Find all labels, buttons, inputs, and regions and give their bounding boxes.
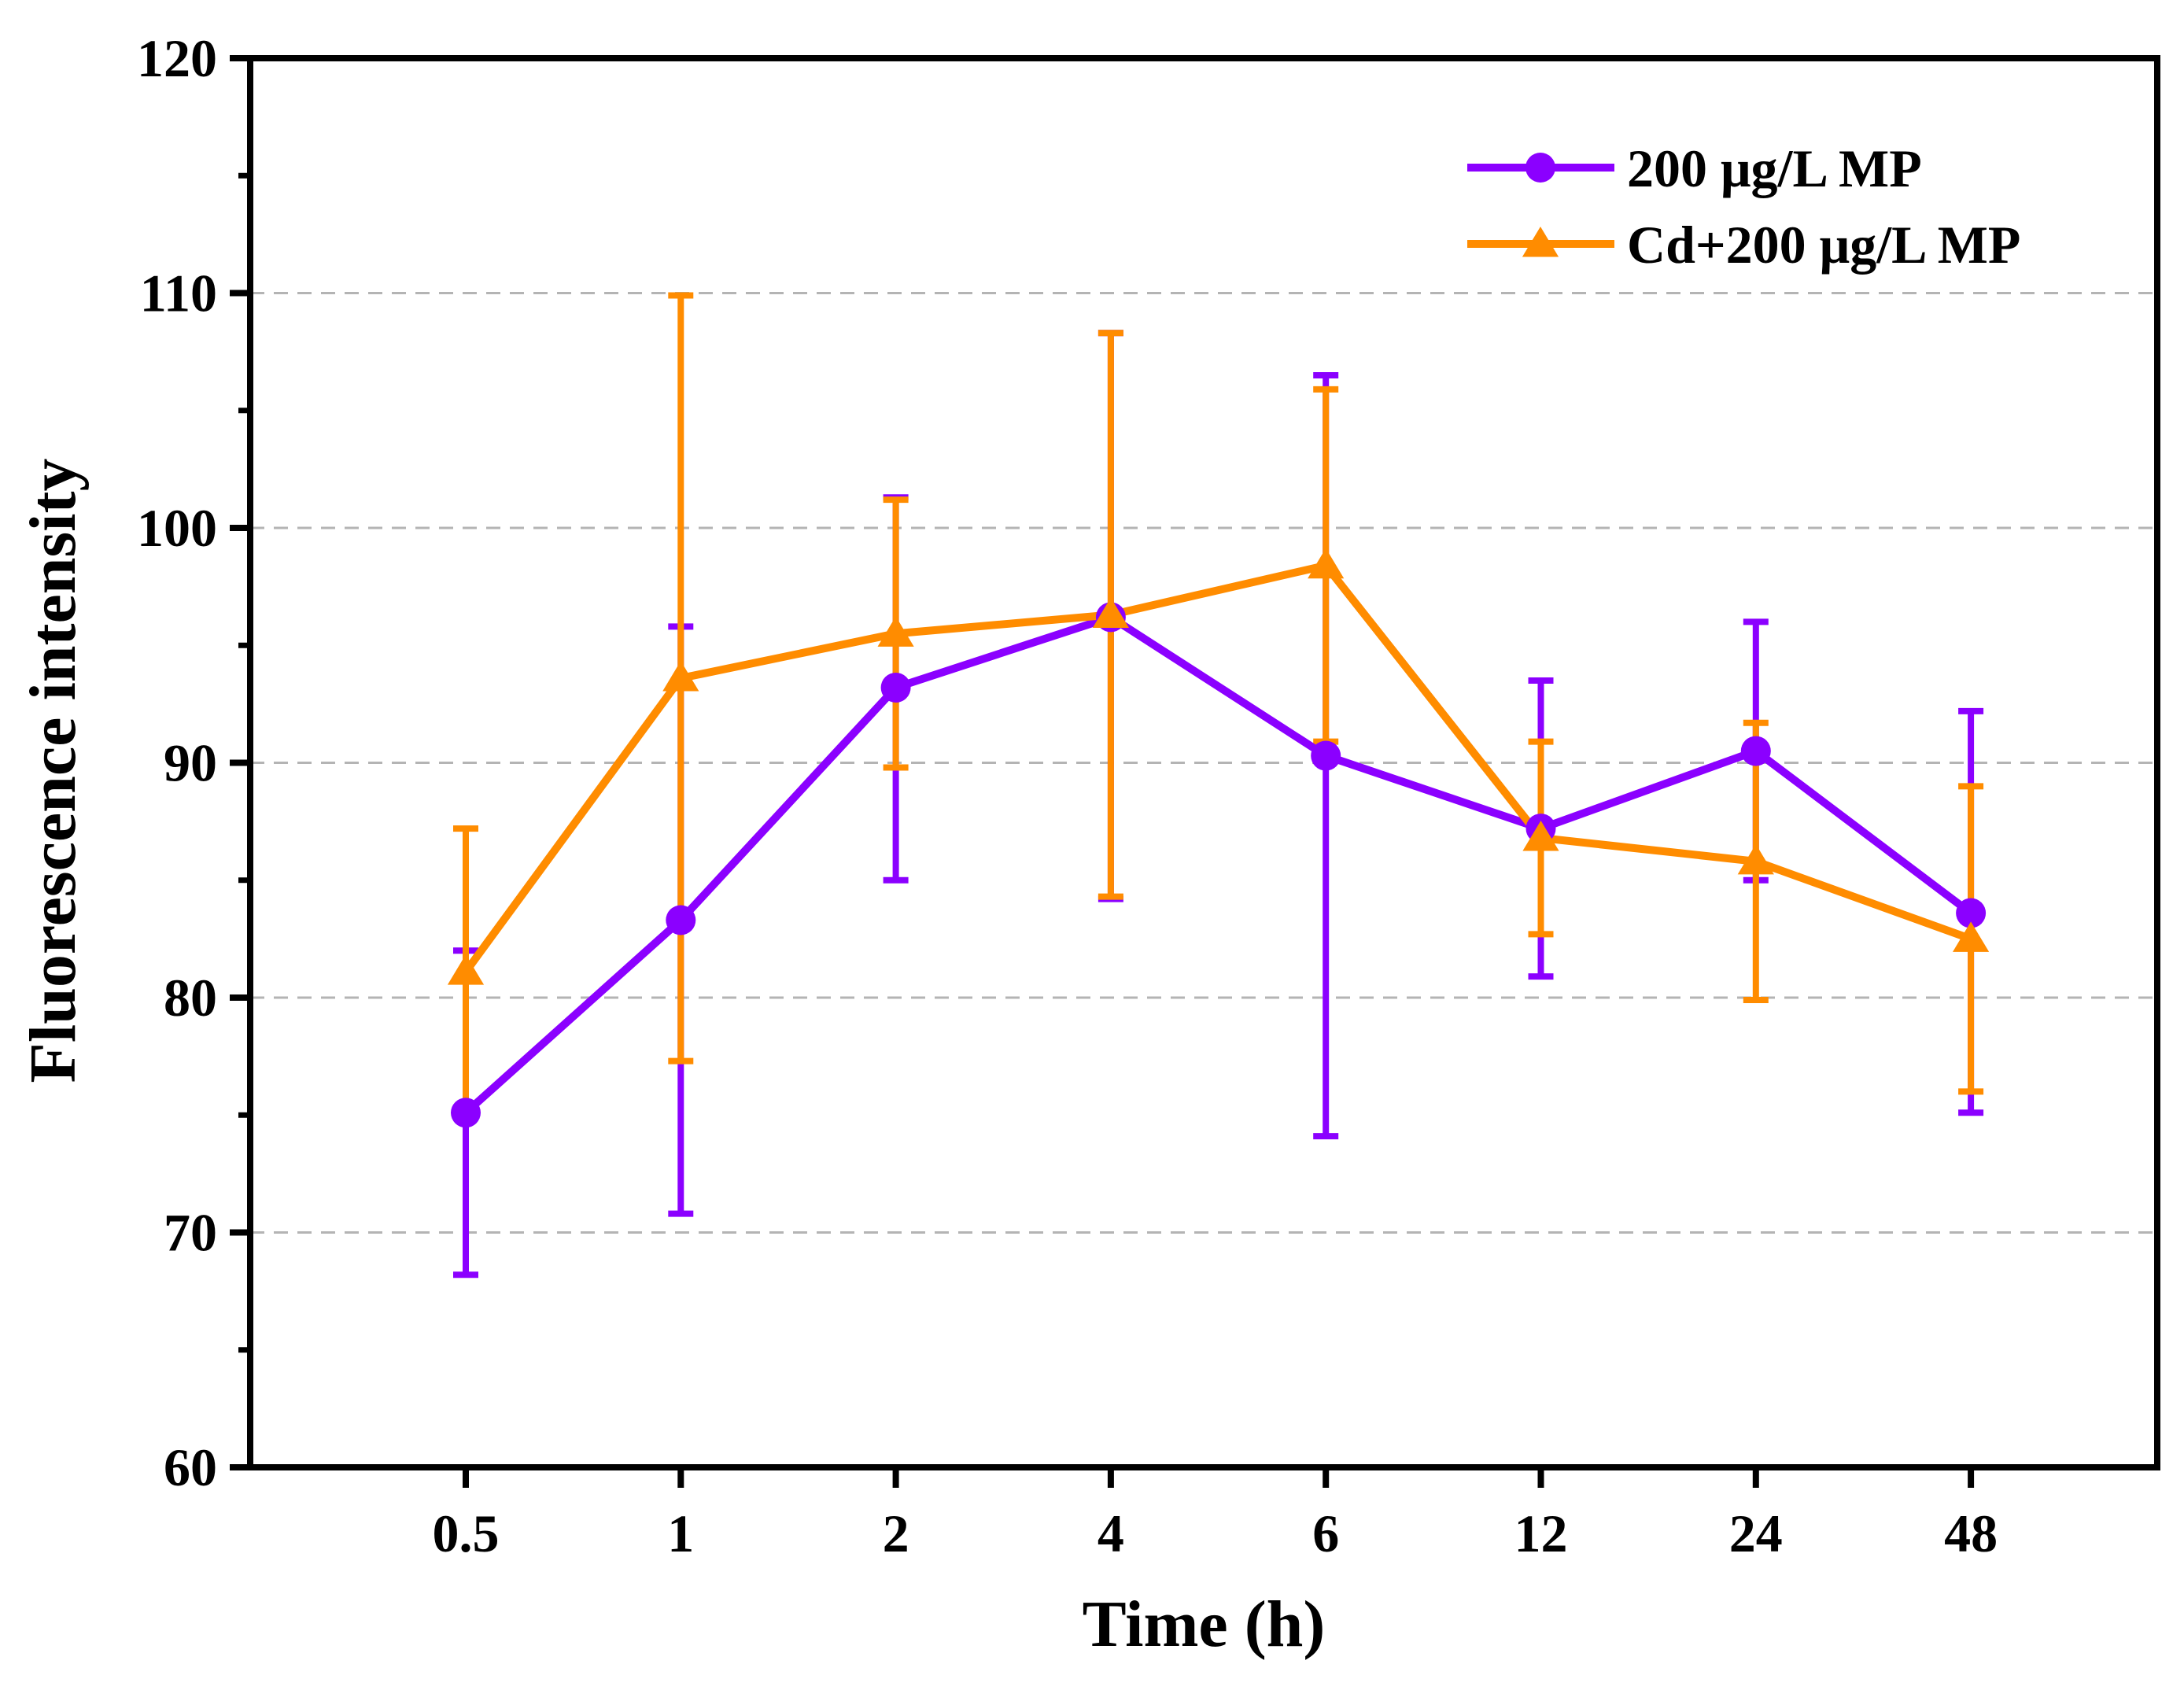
grid-lines — [250, 292, 2157, 1234]
x-tick-label: 6 — [1312, 1504, 1339, 1563]
data-point-mp — [666, 905, 696, 935]
legend-label: 200 μg/L MP — [1627, 138, 1922, 198]
series-line-cd-mp — [462, 561, 1972, 975]
y-tick-label: 120 — [137, 28, 217, 88]
series-line-mp — [463, 613, 1974, 1116]
data-point-mp — [1740, 736, 1771, 766]
data-point-cd-mp — [1522, 821, 1559, 851]
x-tick-label: 24 — [1729, 1504, 1783, 1563]
y-tick-labels: 60 70 80 90 100 110 120 — [137, 28, 217, 1497]
y-tick-label: 90 — [164, 733, 217, 793]
x-tick-label: 4 — [1098, 1504, 1124, 1563]
series-markers — [447, 548, 1990, 1128]
y-axis-title: Fluorescence intensity — [17, 459, 90, 1083]
legend: 200 μg/L MP Cd+200 μg/L MP — [1467, 138, 2020, 275]
data-point-mp — [880, 672, 911, 703]
legend-marker-triangle-icon — [1522, 227, 1559, 257]
data-point-cd-mp — [662, 661, 699, 692]
x-tick-labels: 0.5 1 2 4 6 12 24 48 — [433, 1504, 1998, 1563]
data-point-cd-mp — [1308, 548, 1345, 579]
y-tick-label: 60 — [164, 1437, 217, 1497]
legend-label: Cd+200 μg/L MP — [1627, 215, 2020, 275]
x-tick-label: 2 — [883, 1504, 909, 1563]
axis-ticks — [230, 55, 1975, 1488]
data-point-cd-mp — [877, 616, 914, 647]
error-bars — [453, 292, 1984, 1279]
legend-marker-circle-icon — [1525, 153, 1555, 183]
y-tick-label: 70 — [164, 1203, 217, 1263]
y-tick-label: 80 — [164, 968, 217, 1028]
y-tick-label: 100 — [137, 498, 217, 558]
data-point-cd-mp — [447, 954, 485, 985]
data-point-cd-mp — [1092, 597, 1129, 628]
x-axis-title: Time (h) — [1083, 1588, 1326, 1661]
y-tick-label: 110 — [140, 264, 217, 323]
data-point-cd-mp — [1737, 843, 1774, 875]
x-tick-label: 48 — [1944, 1504, 1998, 1563]
x-tick-label: 1 — [667, 1504, 694, 1563]
data-point-mp — [1956, 898, 1987, 928]
data-point-cd-mp — [1953, 921, 1990, 952]
series-lines — [462, 561, 1974, 1116]
x-tick-label: 12 — [1514, 1504, 1568, 1563]
data-point-mp — [1311, 740, 1341, 771]
data-point-mp — [451, 1098, 481, 1128]
x-tick-label: 0.5 — [433, 1504, 500, 1563]
